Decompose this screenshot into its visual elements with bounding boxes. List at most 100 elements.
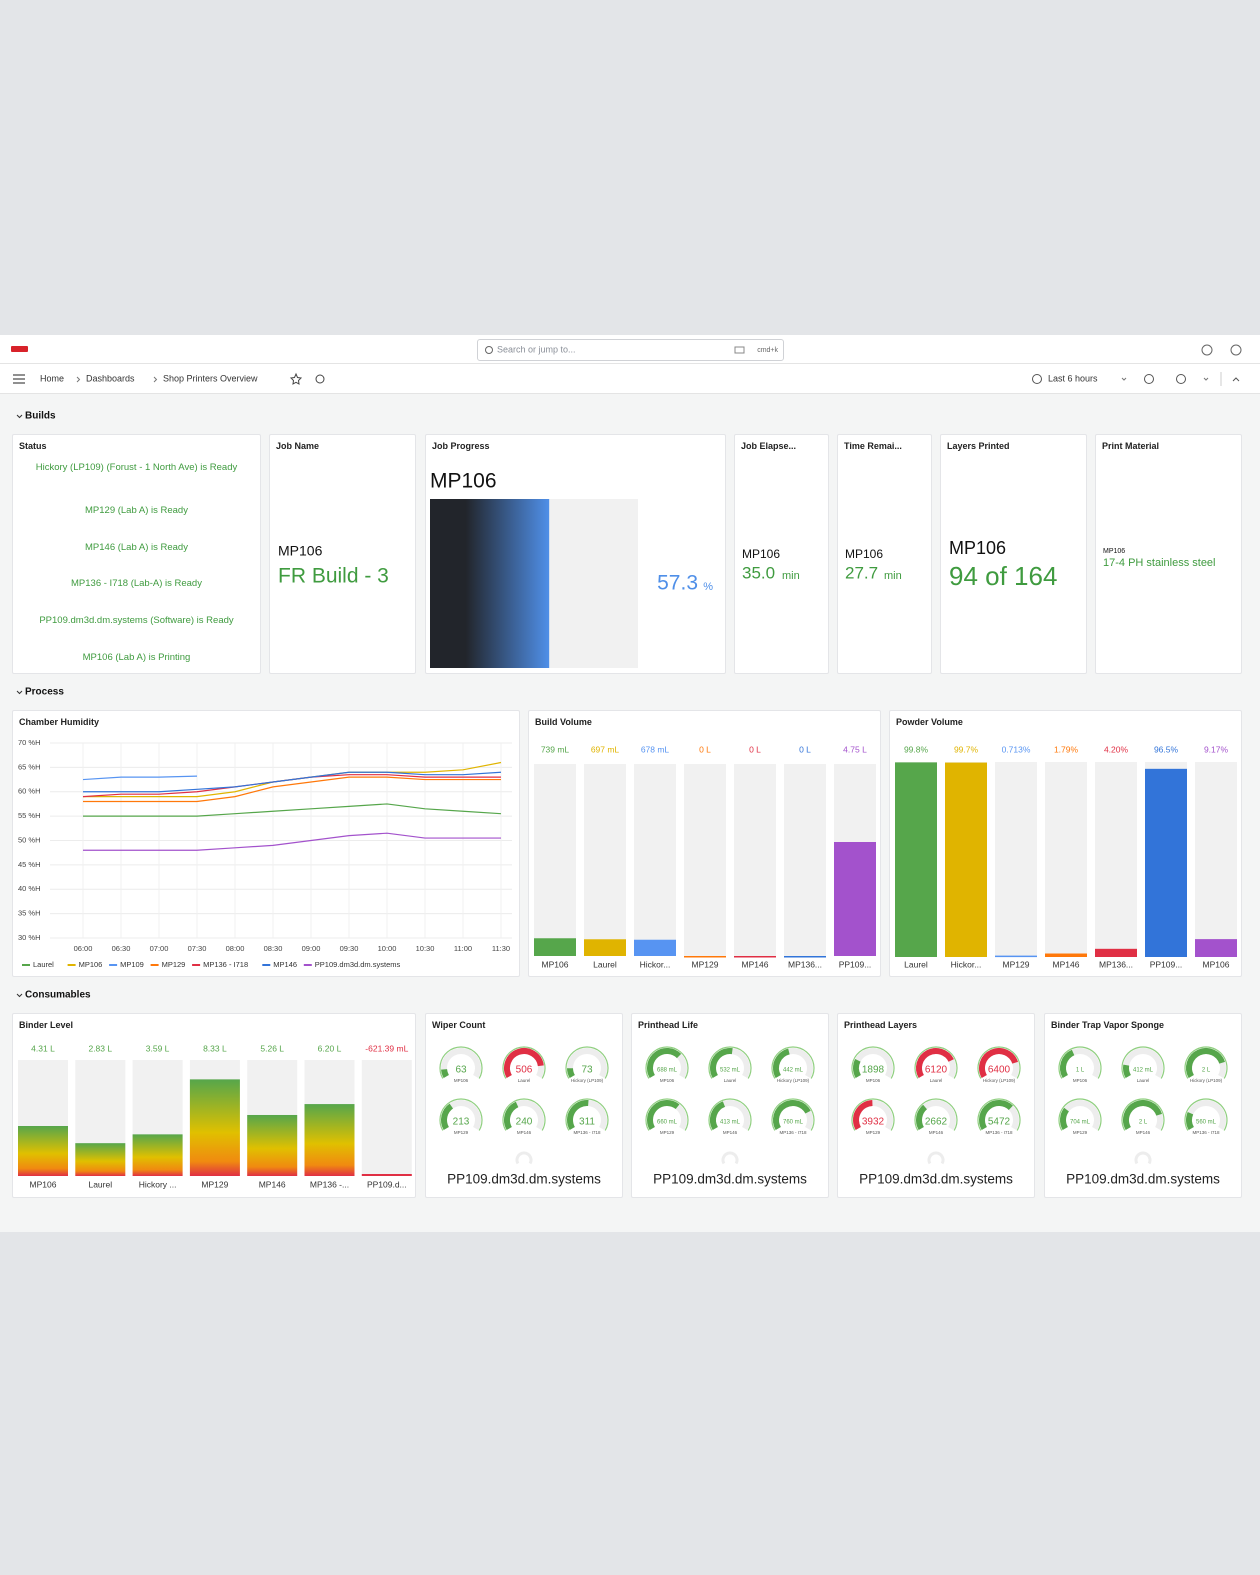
panel: Job Elapse... [734, 434, 829, 674]
value-label: 2.83 L [88, 1043, 112, 1053]
x-tick-label: 07:00 [150, 944, 169, 953]
x-tick-label: 06:00 [74, 944, 93, 953]
gauge-name: MP136 - I718 [1192, 1130, 1220, 1135]
header-icon[interactable] [1201, 344, 1213, 356]
printer-name: MP106 [949, 538, 1006, 558]
collapse-chevron[interactable] [1232, 377, 1240, 382]
value-label: -621.39 mL [365, 1043, 408, 1053]
gauge-arc [1186, 1048, 1226, 1078]
section-chevron[interactable] [16, 414, 23, 419]
gauge-track [515, 1151, 533, 1165]
search-icon [485, 346, 493, 354]
x-tick-label: 11:00 [454, 944, 472, 953]
gauge-threshold [645, 1098, 689, 1131]
y-tick-label: 40 %H [18, 884, 41, 893]
gauge-value: 2 L [1202, 1068, 1211, 1074]
gauge-subtitle: PP109.dm3d.dm.systems [447, 1172, 601, 1187]
breadcrumb-chevron [76, 376, 81, 383]
gauge-name: MP146 [723, 1130, 738, 1135]
value-label: 4.31 L [31, 1043, 55, 1053]
bar [584, 939, 626, 956]
star-icon[interactable] [289, 372, 303, 385]
value-label: 697 mL [591, 744, 620, 754]
search-box[interactable] [477, 339, 784, 361]
bar-track [634, 764, 676, 956]
panel-title: Build Volume [535, 717, 592, 727]
printer-name: MP106 [430, 470, 497, 493]
legend-label: MP109 [120, 960, 144, 969]
x-tick-label: 09:00 [302, 944, 321, 953]
gauge-name: Laurel [930, 1078, 943, 1083]
bar [995, 955, 1037, 958]
clock-icon [1032, 374, 1042, 384]
category-label: MP106 [542, 959, 569, 969]
gauge-value: 1 L [1076, 1068, 1085, 1074]
gauge-threshold [708, 1046, 752, 1079]
value-label: 99.8% [904, 744, 929, 754]
gauge-threshold [708, 1098, 752, 1131]
printer-name: MP106 [742, 547, 780, 561]
gauge-threshold [565, 1046, 609, 1079]
bar [189, 1079, 240, 1176]
share-icon[interactable] [315, 374, 325, 384]
gauge-value: 213 [453, 1117, 470, 1128]
line-series [83, 776, 501, 803]
value-label: 3.59 L [146, 1043, 170, 1053]
gauge-arc [916, 1048, 954, 1078]
time-range: Last 6 hours [1048, 373, 1098, 383]
x-tick-label: 11:30 [492, 944, 510, 953]
gauge-subtitle: PP109.dm3d.dm.systems [1066, 1172, 1220, 1187]
gauge-threshold [914, 1046, 958, 1079]
gauge-name: Laurel [518, 1078, 531, 1083]
line-series [82, 775, 198, 781]
gauge-threshold [1184, 1098, 1228, 1131]
line-series [83, 771, 502, 793]
panel-title: Powder Volume [896, 717, 963, 727]
printer-name: MP106 [278, 543, 323, 559]
bar [1045, 953, 1087, 957]
panel-title: Status [19, 441, 47, 451]
gauge-value: 532 mL [720, 1068, 741, 1074]
y-tick-label: 70 %H [18, 738, 41, 747]
gauge-threshold [1058, 1098, 1102, 1131]
x-tick-label: 09:30 [340, 944, 359, 953]
y-tick-label: 30 %H [18, 933, 41, 942]
gauge-value: 63 [455, 1065, 467, 1076]
bar [634, 939, 676, 956]
gauge-value: 660 mL [657, 1120, 678, 1126]
gauge-name: MP146 [929, 1130, 944, 1135]
bar [361, 1174, 412, 1176]
section-chevron[interactable] [16, 690, 23, 695]
bar [1195, 939, 1237, 957]
gauge-name: Hickory (LP109) [571, 1078, 604, 1083]
printer-name: MP106 [1103, 548, 1125, 555]
gauge-value: 442 mL [783, 1068, 804, 1074]
bar-track [584, 764, 626, 956]
nav-bar [0, 364, 1260, 394]
stat-value: 94 of 164 [949, 561, 1057, 591]
gauge-arc [567, 1068, 575, 1078]
value-label: 0 L [749, 744, 761, 754]
panel-title: Job Name [276, 441, 320, 451]
gauge-threshold [1184, 1046, 1228, 1079]
progress-bar [430, 499, 550, 668]
panel-title: Job Elapse... [741, 441, 797, 451]
header-icon[interactable] [1230, 344, 1242, 356]
gauge-arc [647, 1048, 682, 1078]
value-label: 4.75 L [843, 744, 867, 754]
dropdown-chevron [1121, 377, 1127, 381]
shortcut: cmd+k [757, 347, 778, 354]
panel-title: Printhead Life [638, 1020, 699, 1030]
legend-label: MP129 [162, 960, 186, 969]
category-label: PP109... [1150, 959, 1183, 969]
progress-unit: % [703, 581, 713, 593]
gauge-threshold [914, 1098, 958, 1131]
gauge-value: 6400 [988, 1065, 1011, 1076]
section-chevron[interactable] [16, 993, 23, 998]
gauge-threshold [502, 1098, 546, 1131]
gauge-arc [1060, 1049, 1075, 1078]
toolbar-icon[interactable] [1144, 374, 1154, 384]
toolbar-icon[interactable] [1176, 374, 1186, 384]
gauge-threshold [1058, 1046, 1102, 1079]
gauge-name: MP129 [660, 1130, 675, 1135]
